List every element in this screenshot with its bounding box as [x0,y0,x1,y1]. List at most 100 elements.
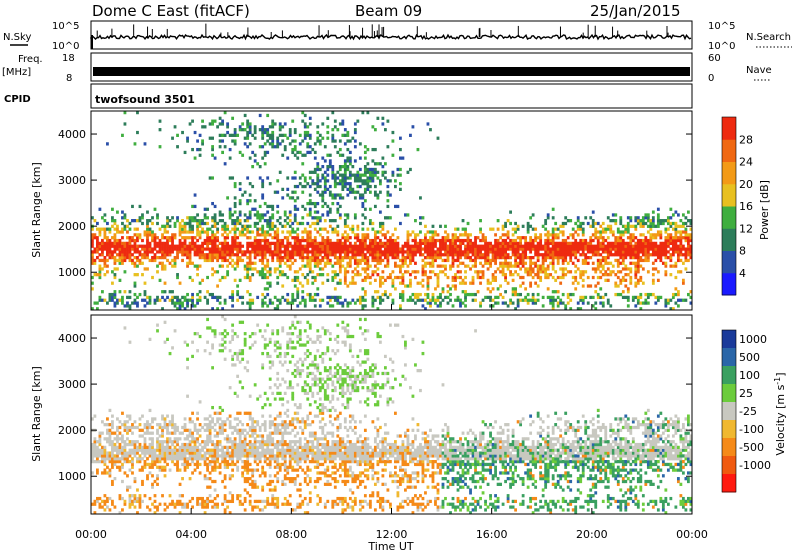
heatmap-cell [564,255,568,260]
heatmap-cell [394,227,397,231]
heatmap-cell [211,236,214,240]
heatmap-cell [296,292,300,297]
heatmap-cell [614,273,618,277]
heatmap-cell [313,278,317,282]
heatmap-cell [636,261,640,265]
heatmap-cell [594,270,598,274]
heatmap-cell [151,216,154,220]
heatmap-cell [394,255,397,260]
heatmap-cell [549,255,553,260]
heatmap-cell [596,292,600,297]
heatmap-cell [298,150,302,155]
heatmap-cell [178,238,182,243]
heatmap-cell [206,340,209,344]
heatmap-cell [516,224,520,228]
heatmap-cell [238,213,242,217]
heatmap-cell [161,425,164,430]
heatmap-cell [629,216,633,220]
heatmap-cell [511,241,515,246]
heatmap-cell [176,255,179,260]
heatmap-cell [258,270,262,274]
heatmap-cell [143,247,147,251]
heatmap-cell [246,247,250,251]
heatmap-cell [626,227,630,231]
heatmap-cell [504,224,507,228]
heatmap-cell [409,253,412,257]
heatmap-cell [466,238,470,243]
heatmap-cell [143,494,147,498]
heatmap-cell [258,238,262,243]
heatmap-cell [91,471,94,475]
heatmap-cell [121,244,124,248]
heatmap-cell [321,244,325,248]
heatmap-cell [318,139,322,143]
heatmap-cell [356,170,360,174]
heatmap-cell [268,142,272,146]
heatmap-cell [336,128,340,132]
heatmap-cell [281,255,285,260]
heatmap-cell [106,250,109,254]
heatmap-cell [123,454,127,458]
heatmap-cell [173,428,177,432]
heatmap-cell [191,301,194,305]
heatmap-cell [271,119,275,123]
heatmap-cell [318,250,322,254]
heatmap-cell [196,267,199,271]
heatmap-cell [103,502,107,506]
heatmap-cell [368,173,372,177]
heatmap-cell [131,244,134,248]
heatmap-cell [286,236,290,240]
heatmap-cell [183,224,187,228]
heatmap-cell [216,244,220,248]
y-tick-label: 1000 [58,266,86,279]
heatmap-cell [273,250,277,254]
heatmap-cell [366,147,370,152]
heatmap-cell [308,255,312,260]
heatmap-cell [293,147,297,152]
heatmap-cell [681,230,685,234]
heatmap-cell [429,241,432,246]
heatmap-cell [191,437,194,441]
heatmap-cell [296,238,300,243]
heatmap-cell [193,193,197,197]
heatmap-cell [544,267,548,271]
heatmap-cell [316,216,320,220]
heatmap-cell [183,227,187,231]
heatmap-cell [121,445,124,450]
heatmap-cell [183,295,187,300]
heatmap-cell [111,459,114,464]
heatmap-cell [373,250,377,254]
heatmap-cell [188,428,192,432]
heatmap-cell [444,241,447,246]
heatmap-cell [569,233,573,237]
heatmap-cell [343,270,347,274]
heatmap-cell [151,247,154,251]
heatmap-cell [243,250,247,254]
heatmap-cell [303,264,307,268]
heatmap-cell [228,207,232,211]
heatmap-cell [223,253,227,257]
heatmap-cell [556,227,560,231]
heatmap-cell [386,258,390,263]
heatmap-cell [674,238,678,243]
heatmap-cell [644,253,648,257]
heatmap-cell [594,290,598,294]
heatmap-cell [446,247,450,251]
heatmap-cell [321,165,325,169]
heatmap-cell [213,236,217,240]
heatmap-cell [153,459,157,464]
heatmap-cell [296,233,300,237]
heatmap-cell [318,241,322,246]
heatmap-cell [281,133,285,137]
heatmap-cell [326,253,330,257]
heatmap-cell [113,459,117,464]
colorbar-swatch [722,139,736,162]
heatmap-cell [288,130,292,135]
heatmap-cell [531,213,535,217]
heatmap-cell [351,136,355,140]
heatmap-cell [276,304,280,308]
heatmap-cell [216,411,220,415]
heatmap-cell [681,261,685,265]
heatmap-cell [551,264,555,268]
heatmap-cell [191,219,194,223]
